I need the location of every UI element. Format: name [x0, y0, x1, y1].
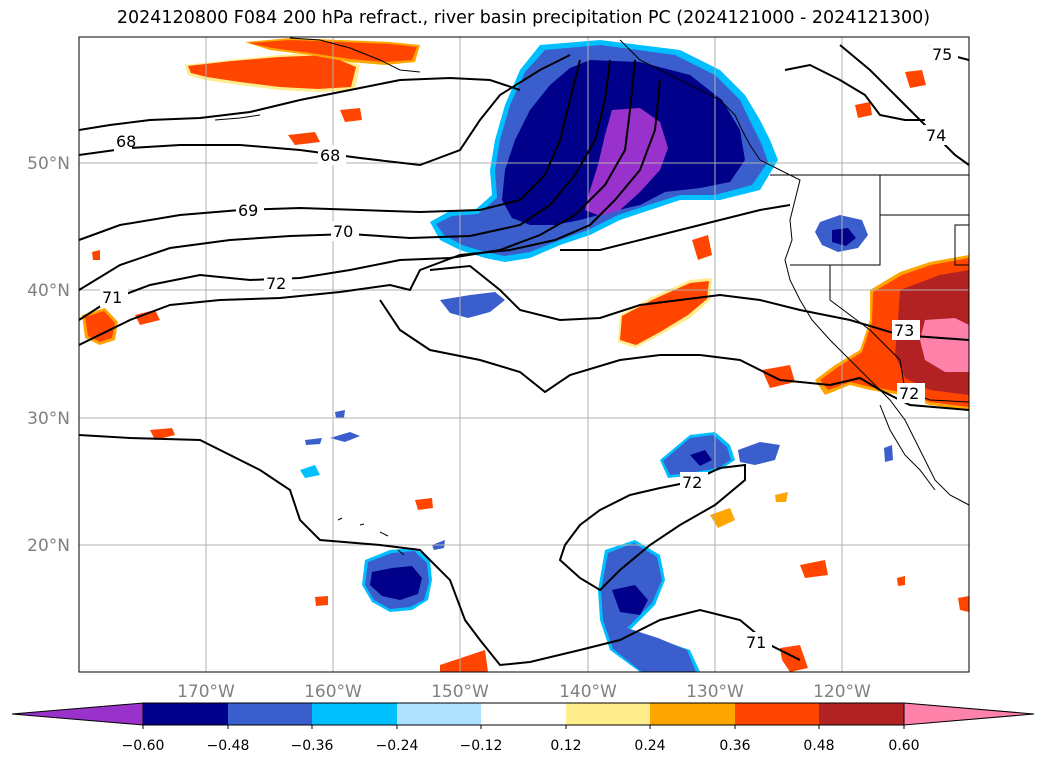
contour-labels: 68 68 69 70 71 72 72 71 72 73 74 75 [100, 44, 958, 652]
colorbar: −0.60 −0.48 −0.36 −0.24 −0.12 0.12 0.24 … [11, 702, 1035, 754]
contour-label-69: 69 [238, 201, 258, 220]
plot-frame [78, 36, 970, 673]
lat-label-30n: 30°N [27, 409, 70, 429]
contour-label-71b: 71 [746, 633, 766, 652]
lon-label-130w: 130°W [686, 682, 744, 702]
negative-anomaly-gulf-of-alaska [430, 40, 868, 318]
lat-label-40n: 40°N [27, 281, 70, 301]
map-plot-area: 68 68 69 70 71 72 72 71 72 73 74 75 [79, 37, 969, 672]
colorbar-swatch [566, 703, 650, 725]
colorbar-tick-label: −0.60 [122, 738, 165, 754]
contour-label-68b: 68 [320, 146, 340, 165]
colorbar-swatch [735, 703, 819, 725]
lon-label-140w: 140°W [559, 682, 617, 702]
lat-label-50n: 50°N [27, 154, 70, 174]
lat-label-20n: 20°N [27, 536, 70, 556]
lon-label-150w: 150°W [431, 682, 489, 702]
colorbar-tick-label: −0.48 [207, 738, 250, 754]
lon-label-170w: 170°W [177, 682, 235, 702]
contour-label-72a: 72 [266, 274, 286, 293]
colorbar-swatch [228, 703, 312, 725]
colorbar-tick-label: 0.24 [634, 738, 665, 754]
contour-label-73a: 73 [894, 321, 914, 340]
colorbar-tick-label: −0.36 [291, 738, 334, 754]
colorbar-swatch [143, 703, 228, 725]
colorbar-extend-max [903, 702, 1035, 726]
colorbar-swatch [650, 703, 735, 725]
contour-label-68a: 68 [116, 132, 136, 151]
colorbar-extend-min [11, 702, 144, 726]
contour-label-72b: 72 [682, 473, 702, 492]
colorbar-tick-label: 0.48 [803, 738, 834, 754]
contour-label-70: 70 [333, 222, 353, 241]
lon-label-160w: 160°W [304, 682, 362, 702]
lon-label-120w: 120°W [813, 682, 871, 702]
colorbar-tick-label: 0.36 [719, 738, 750, 754]
colorbar-tick-label: −0.24 [376, 738, 419, 754]
contour-label-72c: 72 [899, 384, 919, 403]
colorbar-swatch [819, 703, 904, 725]
contour-label-71a: 71 [102, 288, 122, 307]
colorbar-swatch [397, 703, 481, 725]
map-title: 2024120800 F084 200 hPa refract., river … [116, 8, 931, 28]
gridlines [79, 37, 969, 672]
colorbar-tick-label: 0.60 [888, 738, 919, 754]
contour-label-74: 74 [926, 126, 946, 145]
coastlines-and-borders [214, 37, 969, 556]
colorbar-swatch [481, 703, 566, 725]
contour-label-75: 75 [932, 45, 952, 64]
colorbar-swatch [312, 703, 397, 725]
colorbar-tick-label: −0.12 [460, 738, 503, 754]
colorbar-tick-label: 0.12 [550, 738, 581, 754]
